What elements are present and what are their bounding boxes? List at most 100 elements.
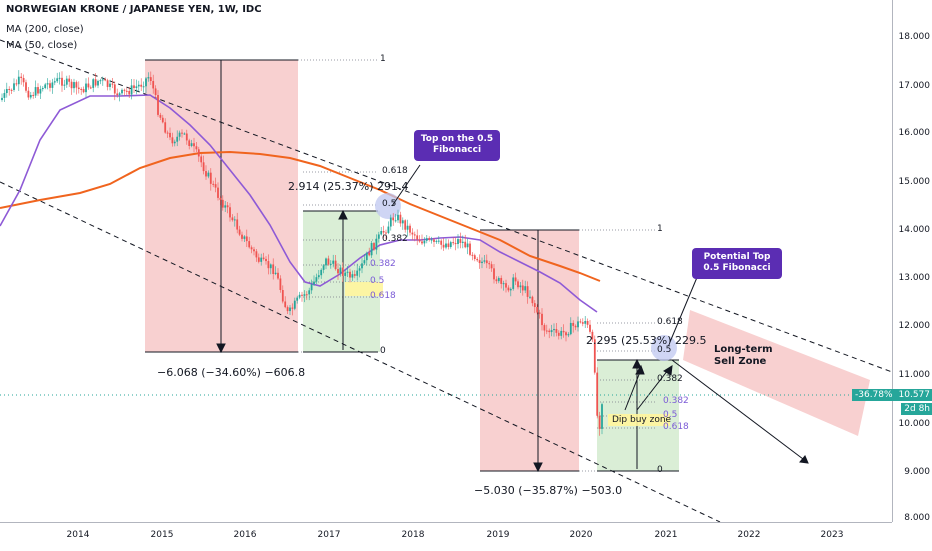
candle-body xyxy=(85,84,87,93)
candle-body xyxy=(49,83,51,88)
candle-body xyxy=(186,134,188,141)
callout-potential-top[interactable]: Potential Top 0.5 Fibonacci xyxy=(692,248,782,279)
candle-body xyxy=(224,205,226,207)
candle-body xyxy=(330,264,332,265)
candle-body xyxy=(277,273,279,279)
candle-body xyxy=(239,230,241,235)
candle-body xyxy=(455,243,457,244)
price-tick: 11.000 xyxy=(899,370,931,380)
candle-body xyxy=(349,272,351,278)
candle-body xyxy=(340,268,342,274)
candle-body xyxy=(452,242,454,243)
candle-body xyxy=(176,137,178,142)
price-tick: 14.000 xyxy=(899,225,931,235)
price-tick: 16.000 xyxy=(899,128,931,138)
time-tick: 2017 xyxy=(318,530,341,540)
price-tick: 12.000 xyxy=(899,321,931,331)
candle-body xyxy=(505,283,507,287)
candle-body xyxy=(52,82,54,87)
candle-body xyxy=(42,88,44,89)
price-axis[interactable]: 18.000 17.000 16.000 15.000 14.000 13.00… xyxy=(892,0,932,522)
candle-body xyxy=(457,239,459,244)
candle-body xyxy=(251,247,253,249)
chart-area[interactable]: NORWEGIAN KRONE / JAPANESE YEN, 1W, IDC … xyxy=(0,0,892,522)
candle-body xyxy=(522,285,524,290)
candle-body xyxy=(232,217,234,220)
candle-body xyxy=(124,90,126,91)
candle-body xyxy=(8,89,10,90)
candle-body xyxy=(306,294,308,295)
candle-body xyxy=(287,307,289,311)
candle-body xyxy=(527,286,529,297)
candle-body xyxy=(563,331,565,332)
measure-drop-1: −6.068 (−34.60%) −606.8 xyxy=(157,366,305,379)
candle-body xyxy=(61,78,63,86)
ma200-legend[interactable]: MA (200, close) xyxy=(6,24,84,35)
candle-body xyxy=(133,85,135,88)
candle-body xyxy=(584,321,586,324)
candle-body xyxy=(248,241,250,247)
candle-body xyxy=(311,284,313,290)
candle-body xyxy=(568,334,570,335)
candle-body xyxy=(299,295,301,298)
candle-body xyxy=(520,285,522,287)
candle-body xyxy=(222,200,224,208)
candle-body xyxy=(450,242,452,247)
candle-body xyxy=(145,78,147,86)
price-tick: 18.000 xyxy=(899,32,931,42)
candle-body xyxy=(467,244,469,248)
candle-body xyxy=(337,269,339,273)
candle-body xyxy=(296,298,298,301)
candle-body xyxy=(23,78,25,82)
fib2-05-label: 0.5 xyxy=(657,345,671,355)
candle-body xyxy=(474,255,476,259)
green-zone-2017 xyxy=(303,211,380,352)
price-tick: 10.000 xyxy=(899,419,931,429)
candle-body xyxy=(368,253,370,256)
callout-top-fib[interactable]: Top on the 0.5 Fibonacci xyxy=(414,130,500,161)
candle-body xyxy=(404,220,406,229)
candle-body xyxy=(97,81,99,86)
chart-title: NORWEGIAN KRONE / JAPANESE YEN, 1W, IDC xyxy=(6,4,262,15)
candle-body xyxy=(126,91,128,92)
candle-body xyxy=(184,134,186,135)
candle-body xyxy=(90,87,92,88)
candle-body xyxy=(253,249,255,251)
time-axis[interactable]: 2014 2015 2016 2017 2018 2019 2020 2021 … xyxy=(0,522,892,551)
candle-body xyxy=(548,331,550,332)
candle-body xyxy=(402,220,404,223)
price-tick: 8.000 xyxy=(904,513,930,523)
candle-body xyxy=(491,264,493,268)
candle-body xyxy=(150,77,152,81)
candle-body xyxy=(479,260,481,263)
candle-body xyxy=(448,244,450,247)
candle-body xyxy=(510,289,512,290)
candle-body xyxy=(469,244,471,255)
price-tick: 9.000 xyxy=(904,467,930,477)
candle-body xyxy=(414,234,416,235)
candle-body xyxy=(292,308,294,309)
candle-body xyxy=(289,308,291,312)
candle-body xyxy=(371,243,373,255)
candle-body xyxy=(378,234,380,238)
candle-body xyxy=(83,89,85,92)
ma50-legend[interactable]: MA (50, close) xyxy=(6,40,77,51)
candle-body xyxy=(270,264,272,268)
current-price-badge: 10.577 xyxy=(896,389,932,401)
candle-body xyxy=(44,84,46,88)
candle-body xyxy=(472,255,474,256)
candle-body xyxy=(347,272,349,273)
candle-body xyxy=(220,198,222,200)
candle-body xyxy=(121,90,123,93)
candle-body xyxy=(354,274,356,276)
candle-body xyxy=(534,303,536,307)
candle-body xyxy=(503,283,505,284)
candle-body xyxy=(88,84,90,88)
candle-body xyxy=(284,301,286,307)
candle-body xyxy=(546,331,548,332)
candle-body xyxy=(524,286,526,290)
candle-body xyxy=(352,274,354,277)
fib-0382-label: 0.382 xyxy=(382,234,408,244)
candle-body xyxy=(56,78,58,81)
candle-body xyxy=(304,294,306,296)
